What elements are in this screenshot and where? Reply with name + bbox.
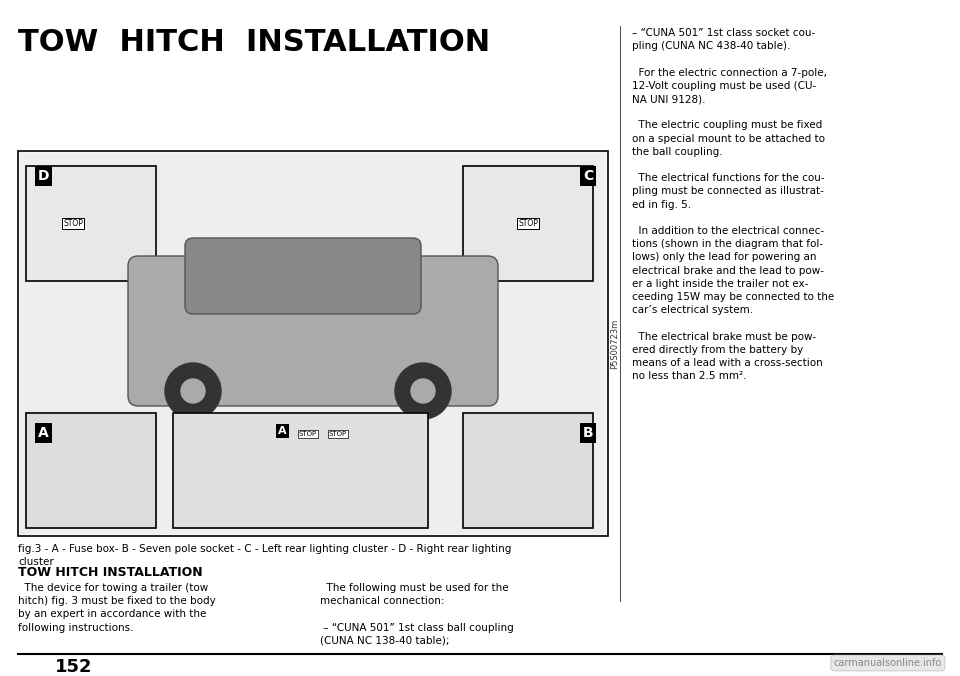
Bar [26,413,156,528]
Text: STOP: STOP [299,431,317,437]
Circle shape [165,363,221,419]
Text: A: A [278,426,287,436]
Text: D: D [38,169,50,183]
Text: P5S00723m: P5S00723m [610,319,619,369]
Text: A: A [38,426,49,440]
Bar [463,413,593,528]
Text: – “CUNA 501” 1st class socket cou-
pling (CUNA NC 438-40 table).

  For the elec: – “CUNA 501” 1st class socket cou- pling… [632,28,834,381]
Text: The device for towing a trailer (tow
hitch) fig. 3 must be fixed to the body
by : The device for towing a trailer (tow hit… [18,583,216,633]
Bar [18,151,608,536]
Text: TOW HITCH INSTALLATION: TOW HITCH INSTALLATION [18,566,203,579]
Circle shape [395,363,451,419]
Circle shape [411,379,435,403]
Text: The following must be used for the
mechanical connection:

 – “CUNA 501” 1st cla: The following must be used for the mecha… [320,583,514,646]
Text: 152: 152 [55,658,92,676]
Text: TOW  HITCH  INSTALLATION: TOW HITCH INSTALLATION [18,28,491,57]
Text: B: B [583,426,593,440]
Text: STOP: STOP [518,219,538,228]
Text: C: C [583,169,593,183]
Bar [463,166,593,281]
Text: fig.3 - A - Fuse box- B - Seven pole socket - C - Left rear lighting cluster - D: fig.3 - A - Fuse box- B - Seven pole soc… [18,544,512,567]
Text: STOP: STOP [63,219,83,228]
Circle shape [181,379,205,403]
FancyBboxPatch shape [128,256,498,406]
Bar [173,413,428,528]
Bar [26,166,156,281]
FancyBboxPatch shape [185,238,421,314]
Text: STOP: STOP [329,431,348,437]
Text: carmanualsonline.info: carmanualsonline.info [833,658,942,668]
Bar [20,153,606,534]
